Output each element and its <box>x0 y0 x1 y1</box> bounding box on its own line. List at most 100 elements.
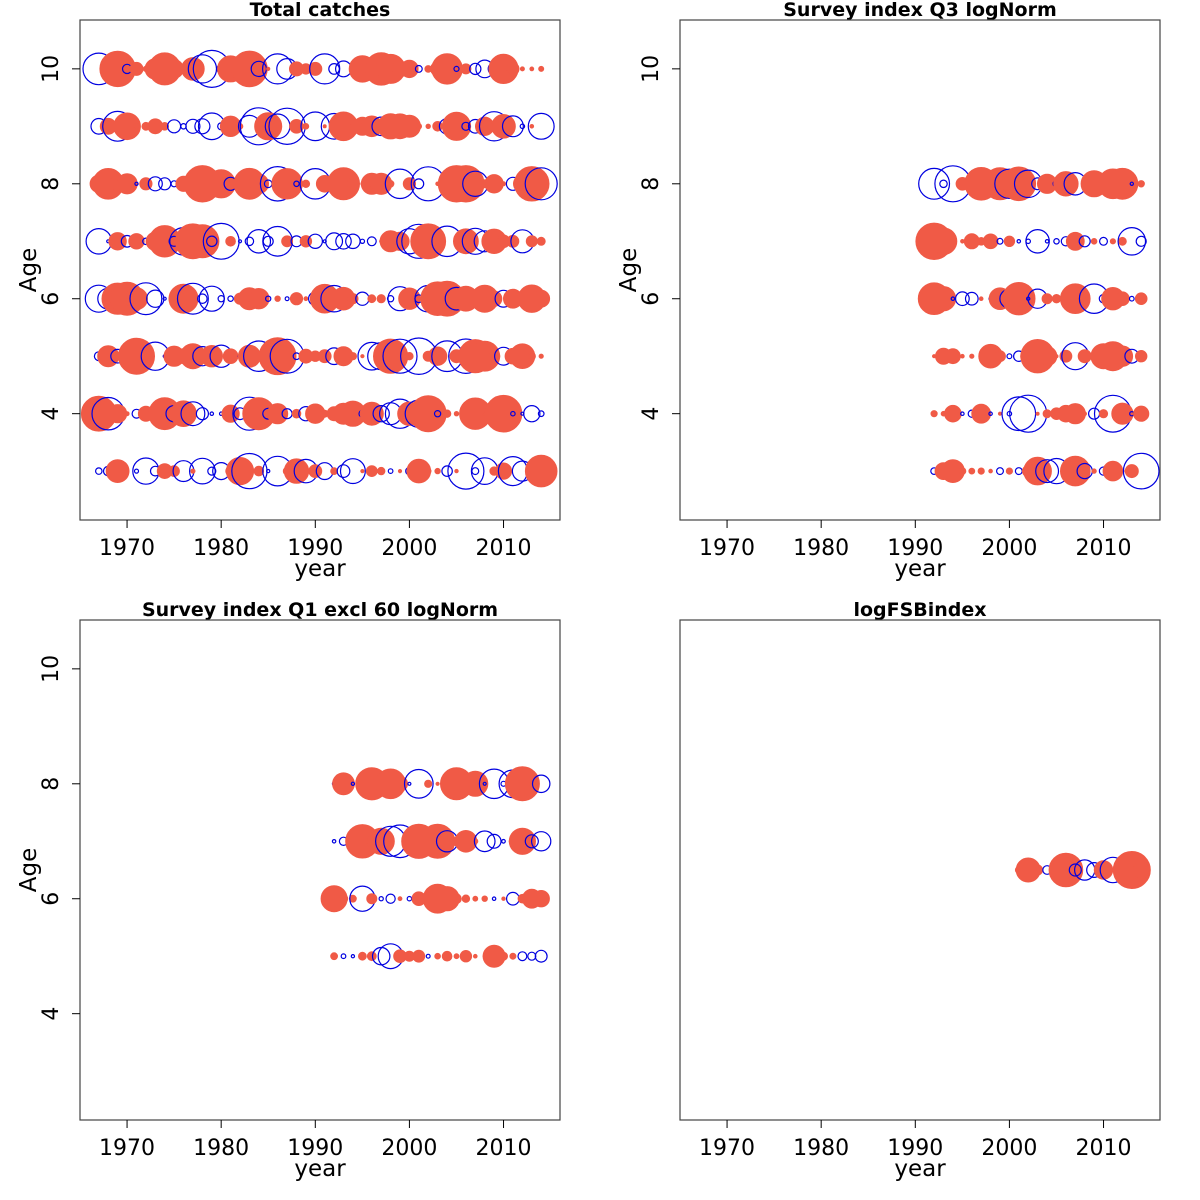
residual-bubble-positive <box>971 403 992 424</box>
residual-bubble-positive <box>366 893 378 905</box>
residual-bubble-positive <box>982 233 999 250</box>
residual-bubble-negative <box>132 457 160 485</box>
y-tick-label: 8 <box>639 177 664 191</box>
residual-bubble-positive <box>1048 852 1084 888</box>
residual-bubble-negative <box>447 452 485 490</box>
residual-bubble-positive <box>969 353 975 359</box>
residual-bubble-positive <box>366 951 377 962</box>
residual-bubble-positive <box>402 177 416 191</box>
residual-bubble-positive <box>1118 236 1127 246</box>
residual-bubble-negative <box>406 895 413 902</box>
residual-bubble-negative <box>1053 238 1060 245</box>
residual-bubble-negative <box>339 458 366 485</box>
residual-bubble-positive <box>968 467 976 475</box>
residual-bubble-positive <box>454 468 459 474</box>
residual-bubble-negative <box>1135 235 1147 247</box>
residual-bubble-negative <box>217 295 225 303</box>
bubble-layer <box>80 49 558 490</box>
residual-bubble-negative <box>527 951 537 961</box>
residual-bubble-positive <box>475 116 495 137</box>
residual-bubble-negative <box>425 953 431 959</box>
residual-bubble-positive <box>303 296 309 302</box>
residual-bubble-positive <box>1091 468 1097 474</box>
x-tick-label: 1990 <box>887 536 943 561</box>
y-tick-label: 8 <box>39 777 64 791</box>
residual-bubble-negative <box>197 293 208 304</box>
residual-bubble-negative <box>284 296 290 302</box>
residual-bubble-positive <box>997 411 1003 416</box>
x-tick-label: 2000 <box>981 536 1037 561</box>
residual-bubble-positive <box>508 827 537 855</box>
residual-bubble-positive <box>359 401 384 426</box>
residual-bubble-negative <box>345 233 361 250</box>
x-tick-label: 1990 <box>887 1136 943 1161</box>
residual-bubble-negative <box>964 291 979 306</box>
residual-bubble-negative <box>1068 863 1082 877</box>
residual-bubble-positive <box>338 894 349 904</box>
residual-bubble-positive <box>1133 405 1150 422</box>
x-tick-label: 1980 <box>793 1136 849 1161</box>
residual-bubble-negative <box>359 238 366 244</box>
residual-bubble-negative <box>527 112 555 140</box>
residual-bubble-positive <box>532 289 551 308</box>
residual-bubble-positive <box>1132 861 1150 879</box>
y-tick-label: 10 <box>639 55 664 83</box>
residual-bubble-positive <box>397 896 403 902</box>
x-tick-label: 2010 <box>476 536 532 561</box>
panel-title: Total catches <box>250 0 391 21</box>
panel-1: Total catches 1970 1980 1990 2000 2010 4 6 8 10 ye… <box>16 0 561 582</box>
x-tick-label: 1970 <box>699 1136 755 1161</box>
residual-bubble-positive <box>322 124 327 129</box>
residual-bubble-positive <box>1112 851 1151 889</box>
residual-bubble-negative <box>185 118 201 134</box>
residual-bubble-negative <box>188 457 216 485</box>
y-tick-label: 4 <box>39 407 64 421</box>
residual-bubble-positive <box>472 838 479 845</box>
residual-bubble-positive <box>424 779 433 788</box>
residual-bubble-positive <box>1124 464 1139 479</box>
residual-bubble-positive <box>271 168 303 200</box>
residual-bubble-negative <box>202 222 240 260</box>
residual-bubble-positive <box>221 404 240 423</box>
residual-bubble-negative <box>950 296 956 302</box>
residual-bubble-negative <box>227 295 234 303</box>
residual-bubble-negative <box>534 949 548 963</box>
residual-bubble-negative <box>350 954 356 959</box>
residual-bubble-negative <box>366 236 377 247</box>
x-tick-label: 2010 <box>476 1136 532 1161</box>
residual-bubble-positive <box>1082 296 1087 302</box>
residual-bubble-positive <box>377 466 386 476</box>
residual-bubble-positive <box>237 344 261 368</box>
residual-bubble-negative <box>433 410 442 418</box>
residual-bubble-positive <box>536 236 546 246</box>
residual-bubble-positive <box>390 231 410 251</box>
residual-bubble-positive <box>462 770 489 797</box>
residual-bubble-negative <box>176 282 209 315</box>
panel-title: logFSBindex <box>853 599 986 621</box>
residual-bubble-negative <box>524 167 558 201</box>
residual-bubble-positive <box>453 953 460 960</box>
residual-bubble-positive <box>347 293 359 305</box>
residual-bubble-positive <box>400 59 419 79</box>
residual-bubble-positive <box>485 290 503 307</box>
residual-bubble-positive <box>1077 349 1092 364</box>
residual-bubble-negative <box>146 289 165 308</box>
bubble-layer <box>915 165 1160 490</box>
residual-bubble-positive <box>1102 460 1124 482</box>
x-tick-label: 1980 <box>193 536 249 561</box>
residual-bubble-positive <box>930 410 938 418</box>
residual-bubble-negative <box>453 65 460 73</box>
residual-bubble-positive <box>308 464 323 479</box>
residual-bubble-positive <box>930 286 957 312</box>
residual-bubble-positive <box>1035 411 1040 416</box>
x-tick-label: 1970 <box>99 536 155 561</box>
residual-bubble-positive <box>373 338 409 374</box>
residual-bubble-positive <box>113 112 141 141</box>
residual-bubble-positive <box>405 352 414 361</box>
residual-bubble-negative <box>519 123 526 130</box>
residual-bubble-positive <box>330 467 339 476</box>
residual-bubble-positive <box>514 166 550 202</box>
residual-bubble-negative <box>134 181 139 186</box>
residual-bubble-positive <box>200 345 224 368</box>
residual-bubble-positive <box>420 823 456 859</box>
